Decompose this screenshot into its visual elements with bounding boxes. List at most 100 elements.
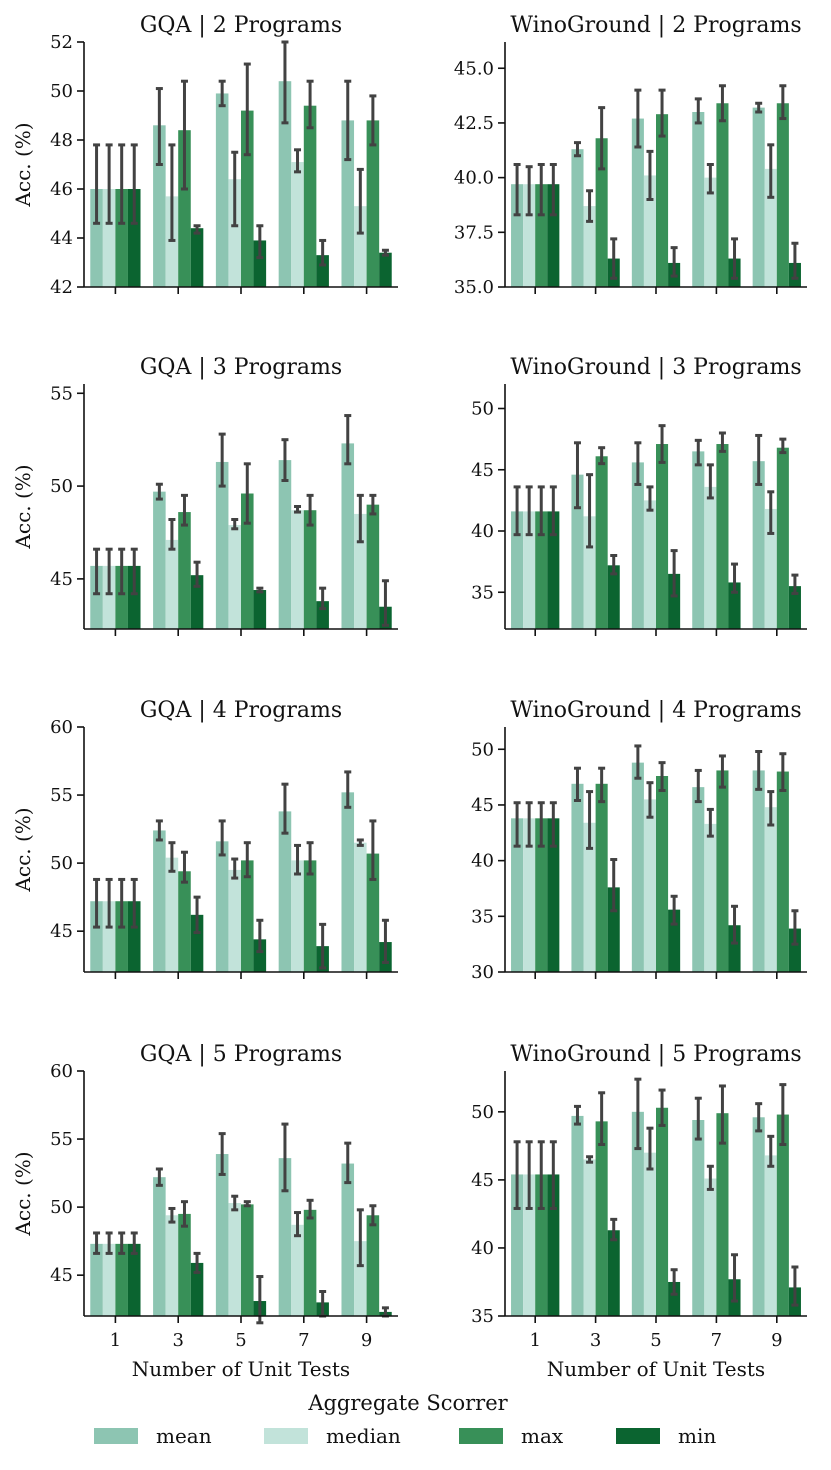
x-tick-label: 7 <box>711 1330 722 1351</box>
panel-title: GQA | 3 Programs <box>140 355 342 380</box>
bar-median-5 <box>643 1152 656 1316</box>
bar-max-3 <box>178 871 191 972</box>
bar-min-1 <box>127 901 141 972</box>
bar-median-1 <box>102 1243 116 1316</box>
y-axis-label: Acc. (%) <box>11 122 35 207</box>
bar-median-5 <box>228 869 241 972</box>
bar-max-3 <box>595 138 608 287</box>
bar-median-3 <box>583 206 596 287</box>
bar-max-5 <box>656 776 669 972</box>
bar-min-5 <box>668 573 681 629</box>
bar-max-7 <box>303 510 317 629</box>
bar-median-7 <box>291 1224 304 1316</box>
bar-min-9 <box>788 928 801 972</box>
y-tick-label: 55 <box>50 383 73 404</box>
y-tick-label: 35 <box>471 1306 494 1327</box>
bar-median-3 <box>583 1159 596 1316</box>
bar-mean-5 <box>631 462 644 629</box>
bar-mean-3 <box>153 491 166 629</box>
bar-min-1 <box>127 189 141 287</box>
y-tick-label: 45 <box>50 921 73 942</box>
bar-max-9 <box>366 120 380 288</box>
bar-max-5 <box>241 1204 254 1316</box>
panel-title: GQA | 2 Programs <box>140 13 342 38</box>
bar-max-3 <box>595 783 608 972</box>
bar-max-9 <box>366 853 380 972</box>
bar-max-7 <box>303 105 317 287</box>
y-tick-label: 45.0 <box>454 58 494 79</box>
y-tick-label: 50 <box>50 853 73 874</box>
bar-max-5 <box>656 444 669 629</box>
legend-entry-min: min <box>616 1424 716 1448</box>
y-tick-label: 35 <box>471 906 494 927</box>
bar-mean-1 <box>90 1243 103 1316</box>
bar-max-9 <box>776 1114 789 1316</box>
bar-max-1 <box>115 901 128 972</box>
bar-median-9 <box>354 206 367 287</box>
bar-median-7 <box>704 1178 717 1316</box>
panel-title: WinoGround | 2 Programs <box>510 13 801 38</box>
bar-min-3 <box>607 565 620 629</box>
panel-winoground-2-programs: WinoGround | 2 Programs 35.0 37.5 40.0 42.5 4… <box>454 13 807 298</box>
bar-mean-7 <box>278 81 292 287</box>
y-tick-label: 55 <box>50 1129 73 1150</box>
bar-median-9 <box>764 508 777 629</box>
panel-winoground-3-programs: WinoGround | 3 Programs 35 40 45 50 <box>471 355 807 636</box>
bar-mean-7 <box>278 460 292 629</box>
bar-max-3 <box>178 512 191 629</box>
legend-entry-mean: mean <box>94 1424 212 1448</box>
bar-mean-9 <box>341 443 355 629</box>
panel-gqa-3-programs: GQA | 3 Programs Acc. (%) 45 50 55 <box>11 355 398 636</box>
x-axis-label: Number of Unit Tests <box>547 1357 765 1381</box>
bar-min-7 <box>316 255 329 287</box>
legend-label-max: max <box>521 1424 564 1448</box>
panel-title: WinoGround | 3 Programs <box>510 355 801 380</box>
legend-swatch-mean <box>94 1428 138 1444</box>
y-tick-label: 50 <box>471 1102 494 1123</box>
bar-mean-9 <box>341 1163 355 1316</box>
legend-label-min: min <box>678 1424 716 1448</box>
bar-min-3 <box>190 228 204 287</box>
bar-mean-1 <box>90 901 103 972</box>
bar-median-1 <box>102 189 116 287</box>
legend-label-median: median <box>326 1424 401 1448</box>
bar-min-5 <box>253 939 267 972</box>
bar-mean-3 <box>153 830 166 972</box>
panel-gqa-5-programs: GQA | 5 Programs Acc. (%) 45 50 55 60 1 3 5 7 9 Num… <box>11 1042 398 1381</box>
y-tick-label: 40 <box>471 521 494 542</box>
bar-max-9 <box>776 103 789 287</box>
bar-median-9 <box>764 1155 777 1316</box>
bar-mean-7 <box>692 787 705 972</box>
bar-mean-7 <box>278 811 292 972</box>
bar-min-1 <box>547 511 560 629</box>
bar-min-3 <box>190 575 204 629</box>
y-tick-label: 40 <box>471 851 494 872</box>
bar-mean-5 <box>215 1154 229 1316</box>
bar-max-7 <box>303 1209 317 1316</box>
bar-min-5 <box>668 1281 681 1316</box>
bar-max-3 <box>595 1121 608 1316</box>
bar-min-3 <box>190 1262 204 1316</box>
bar-mean-7 <box>692 1120 705 1316</box>
legend-swatch-median <box>264 1428 308 1444</box>
bar-min-9 <box>379 252 392 287</box>
bar-max-1 <box>535 818 548 972</box>
bar-min-3 <box>607 1230 620 1316</box>
y-tick-label: 55 <box>50 785 73 806</box>
legend-label-mean: mean <box>156 1424 212 1448</box>
bar-max-1 <box>115 1243 128 1316</box>
panels-group: GQA | 2 Programs Acc. (%) 42 44 46 48 50 52 Wino… <box>11 13 807 1381</box>
bar-mean-3 <box>571 783 584 972</box>
bar-mean-9 <box>752 1117 765 1316</box>
bar-median-9 <box>764 807 777 972</box>
legend-entry-median: median <box>264 1424 401 1448</box>
bar-mean-5 <box>215 841 229 972</box>
bar-median-7 <box>704 486 717 629</box>
bar-mean-9 <box>752 107 765 287</box>
bar-max-9 <box>366 504 380 629</box>
bar-median-3 <box>165 539 179 629</box>
bar-median-9 <box>354 842 367 972</box>
panel-title: GQA | 5 Programs <box>140 1042 342 1067</box>
